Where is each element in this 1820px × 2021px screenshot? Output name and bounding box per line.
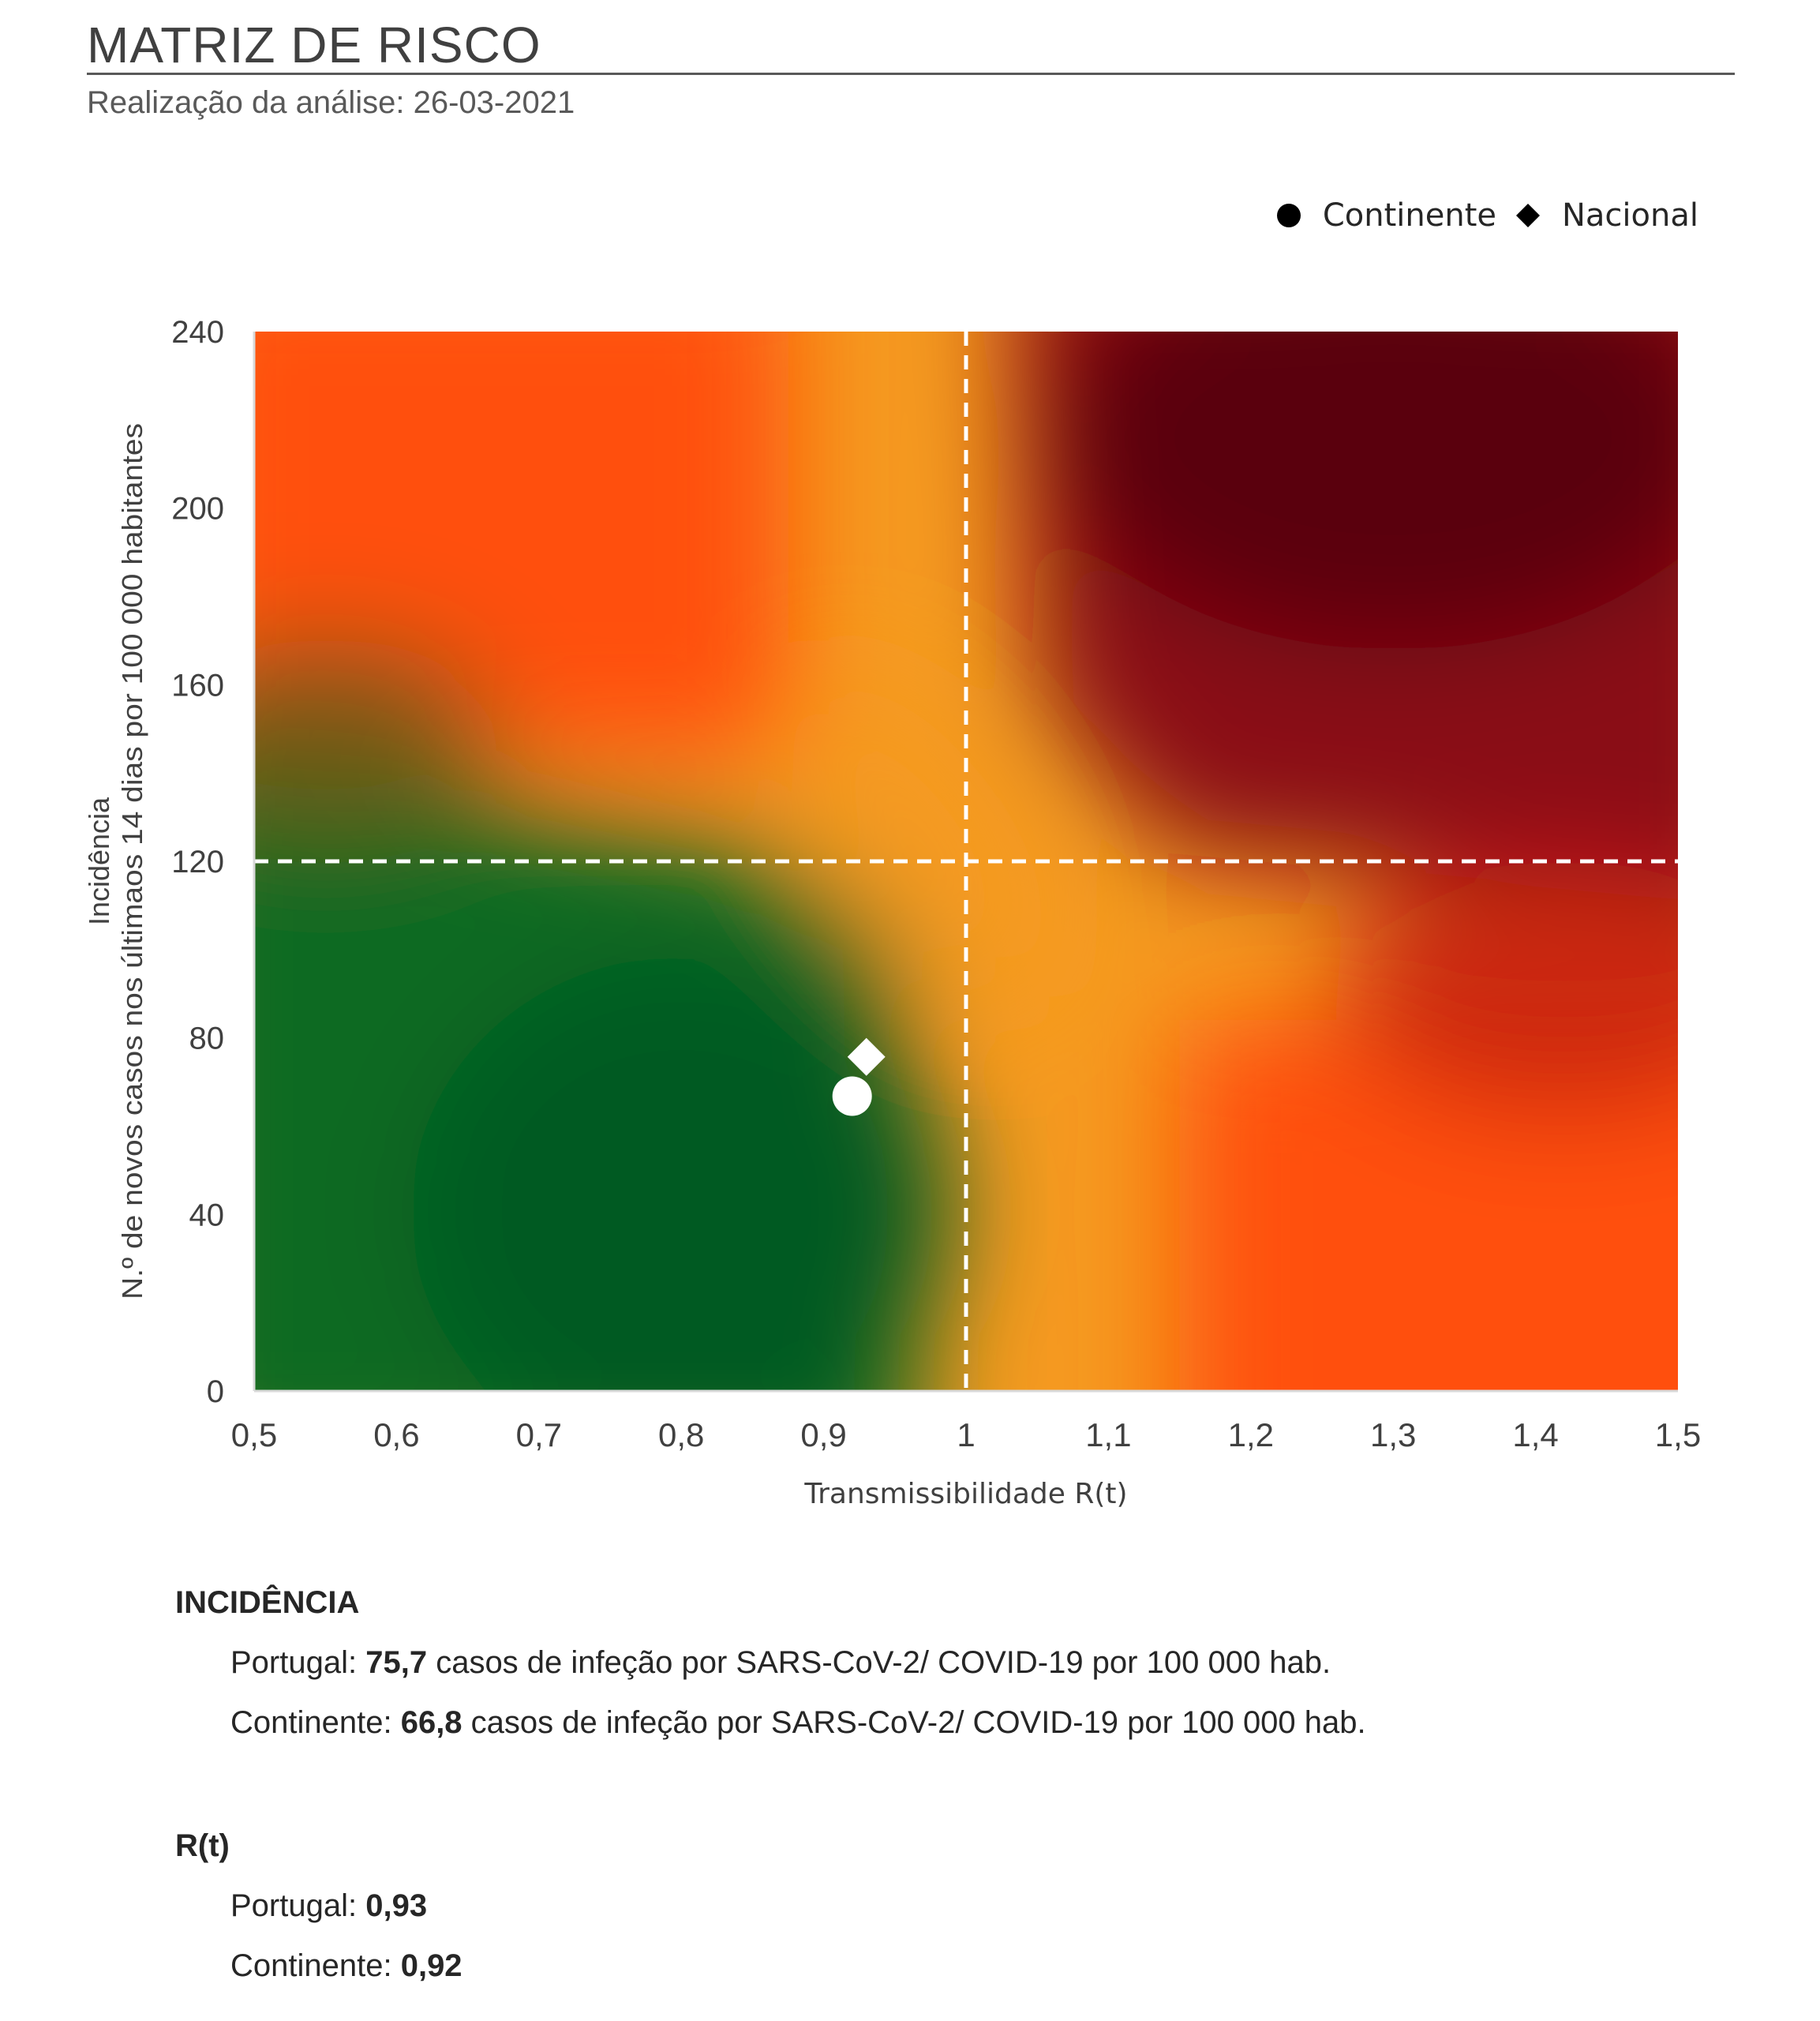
y-axis-title-line2: N.º de novos casos nos últimaos 14 dias … [116,423,148,1299]
incidence-continente-suffix: casos de infeção por SARS-CoV-2/ COVID-1… [462,1705,1366,1740]
incidence-heading: INCIDÊNCIA [175,1585,360,1620]
analysis-date: Realização da análise: 26-03-2021 [87,85,575,120]
gradient-blob [1336,861,1678,1116]
page-title: MATRIZ DE RISCO [87,17,541,73]
x-tick-label: 1,3 [1370,1416,1416,1453]
x-tick-label: 0,8 [658,1416,704,1453]
title-underline [87,73,1735,75]
incidence-continente-value: 66,8 [400,1705,462,1740]
y-axis-title-line1: Incidência [83,797,115,925]
x-tick-label: 1,4 [1512,1416,1558,1453]
x-tick-label: 1 [957,1416,975,1453]
rt-heading: R(t) [175,1828,230,1863]
incidence-portugal-label: Portugal: [230,1645,366,1680]
y-tick-label: 80 [189,1022,225,1056]
legend-diamond-icon [1516,204,1540,227]
rt-portugal-label: Portugal: [230,1888,366,1923]
y-tick-label: 0 [207,1374,224,1409]
legend-circle-icon [1277,204,1301,227]
risk-matrix-chart: 0 40 80 120 160 200 240 0,5 0,6 0,7 0,8 0,9 1 1,1 1,2 1… [83,197,1701,1510]
x-tick-label: 0,9 [800,1416,846,1453]
gradient-blob [410,956,952,1391]
legend-label-nacional: Nacional [1562,197,1698,234]
point-nacional[interactable] [847,1037,886,1076]
point-continente[interactable] [832,1076,872,1116]
rt-portugal-value: 0,93 [365,1888,428,1923]
x-tick-label: 1,5 [1655,1416,1701,1453]
x-tick-label: 1,2 [1228,1416,1274,1453]
incidence-section: INCIDÊNCIA [175,1585,359,1621]
risk-gradient [254,332,1678,1391]
y-tick-label: 160 [171,668,224,703]
y-tick-label: 40 [189,1198,225,1232]
gradient-blob [789,673,1050,999]
rt-continente-value: 0,92 [400,1948,462,1983]
rt-section: R(t) [175,1828,230,1864]
x-tick-label: 0,6 [373,1416,419,1453]
legend-label-continente: Continente [1323,197,1496,234]
incidence-continente-label: Continente: [230,1705,401,1740]
x-tick-label: 0,7 [516,1416,562,1453]
gradient-blob [254,639,496,830]
y-tick-label: 120 [171,845,224,879]
rt-continente-label: Continente: [230,1948,401,1983]
x-tick-label: 1,1 [1085,1416,1131,1453]
x-tick-label: 0,5 [231,1416,277,1453]
y-axis-title: N.º de novos casos nos últimaos 14 dias … [83,423,148,1299]
gradient-blob [1051,332,1678,650]
x-axis-title: Transmissibilidade R(t) [803,1478,1127,1510]
incidence-portugal-suffix: casos de infeção por SARS-CoV-2/ COVID-1… [427,1645,1331,1680]
y-tick-label: 240 [171,315,224,350]
y-tick-label: 200 [171,492,224,527]
incidence-portugal-value: 75,7 [365,1645,428,1680]
